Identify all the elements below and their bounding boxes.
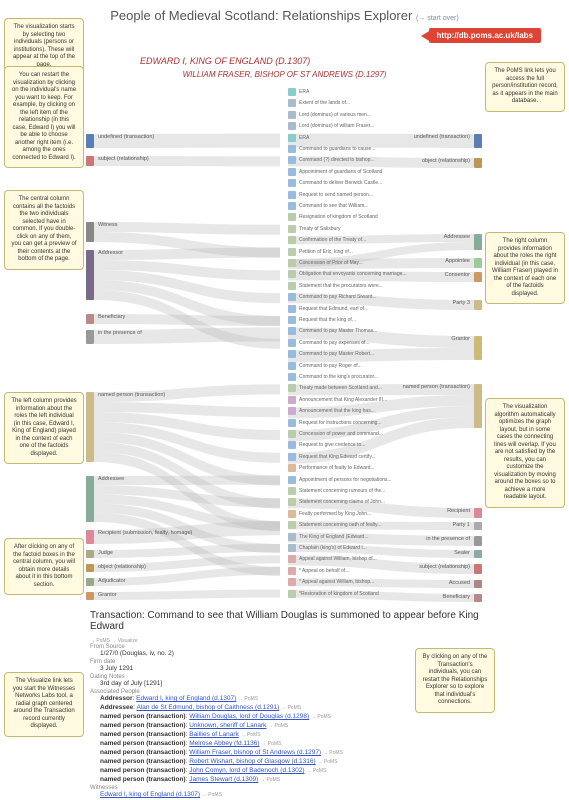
left-role[interactable]: Judge — [86, 550, 94, 558]
person-row[interactable]: named person (transaction): Robert Wisha… — [100, 758, 480, 765]
role-label: Grantor — [98, 592, 117, 598]
role-label: Accused — [449, 580, 470, 586]
right-role[interactable]: Appointee — [474, 258, 482, 268]
role-label: Beneficiary — [443, 594, 470, 600]
left-role[interactable]: in the presence of — [86, 330, 94, 344]
role-label: Party 3 — [453, 300, 470, 306]
role-label: Judge — [98, 550, 113, 556]
role-label: in the presence of — [426, 536, 470, 542]
right-role[interactable]: Beneficiary — [474, 594, 482, 602]
left-role[interactable]: Adjudicator — [86, 578, 94, 586]
role-label: subject (relationship) — [98, 156, 149, 162]
left-role[interactable]: Witness — [86, 222, 94, 242]
right-role[interactable]: Grantor — [474, 336, 482, 360]
right-role[interactable]: named person (transaction) — [474, 384, 482, 428]
role-label: Grantor — [451, 336, 470, 342]
role-label: subject (relationship) — [419, 564, 470, 570]
source-value: 1/27/0 (Douglas, iv, no. 2) — [100, 650, 480, 657]
right-role[interactable]: in the presence of — [474, 536, 482, 546]
right-role[interactable]: Party 3 — [474, 300, 482, 310]
role-label: Recipient — [447, 508, 470, 514]
right-role[interactable]: Party 1 — [474, 522, 482, 530]
note-visualize: The Visualize link lets you start the Wi… — [4, 672, 84, 737]
person-row[interactable]: named person (transaction): Unknown, she… — [100, 722, 480, 729]
sankey-diagram[interactable]: undefined (transaction) subject (relation… — [86, 82, 482, 602]
firmdate-value: 3 July 1291 — [100, 665, 480, 672]
right-role[interactable]: Consentor — [474, 272, 482, 282]
role-label: Consentor — [445, 272, 470, 278]
page-title: People of Medieval Scotland: Relationshi… — [0, 0, 569, 23]
note-poms: The PoMS link lets you access the full p… — [485, 62, 565, 112]
left-role[interactable]: named person (transaction) — [86, 392, 94, 462]
right-role[interactable]: Accused — [474, 580, 482, 588]
role-label: object (relationship) — [422, 158, 470, 164]
role-label: object (relationship) — [98, 564, 146, 570]
left-role[interactable]: Grantor — [86, 592, 94, 600]
start-over-link[interactable]: (→ start over) — [416, 15, 459, 22]
left-role[interactable]: subject (relationship) — [86, 156, 94, 166]
right-role[interactable]: Recipient — [474, 508, 482, 518]
dating-value: 3rd day of July [1291] — [100, 680, 480, 687]
right-role[interactable]: subject (relationship) — [474, 564, 482, 574]
role-label: undefined (transaction) — [98, 134, 154, 140]
right-role[interactable]: undefined (transaction) — [474, 134, 482, 148]
note-details: After clicking on any of the factoid box… — [4, 538, 84, 595]
role-label: Appointee — [445, 258, 470, 264]
people-list: Addressor: Edward I, king of England (d.… — [90, 695, 480, 783]
note-restart: You can restart the visualization by cli… — [4, 66, 84, 168]
left-role[interactable]: Beneficiary — [86, 314, 94, 324]
note-rightcol: The right column provides information ab… — [485, 232, 565, 304]
person-row[interactable]: named person (transaction): William Doug… — [100, 713, 480, 720]
role-label: Adjudicator — [98, 578, 126, 584]
role-label: named person (transaction) — [403, 384, 470, 390]
role-label: Witness — [98, 222, 118, 228]
note-central: The central column contains all the fact… — [4, 190, 84, 270]
left-role[interactable]: object (relationship) — [86, 564, 94, 572]
role-label: in the presence of — [98, 330, 142, 336]
transaction-heading: Transaction: Command to see that William… — [90, 610, 480, 632]
role-label: Recipient (submission, fealty, homage) — [98, 530, 192, 536]
left-role[interactable]: undefined (transaction) — [86, 134, 94, 148]
url-badge[interactable]: http://db.poms.ac.uk/labs — [429, 28, 541, 43]
role-label: named person (transaction) — [98, 392, 165, 398]
individual-b[interactable]: WILLIAM FRASER, BISHOP OF ST ANDREWS (D.… — [0, 70, 569, 79]
note-leftcol: The left column provides information abo… — [4, 392, 84, 464]
person-row[interactable]: named person (transaction): James Stewar… — [100, 776, 480, 783]
transaction-detail: Transaction: Command to see that William… — [90, 610, 480, 800]
right-role[interactable]: object (relationship) — [474, 158, 482, 168]
left-role[interactable]: Addressor — [86, 250, 94, 300]
role-label: Addressee — [444, 234, 470, 240]
witness[interactable]: Edward I, king of England (d.1307) → PoM… — [100, 791, 480, 798]
role-label: Beneficiary — [98, 314, 125, 320]
note-algo: The visualization algorithm automaticall… — [485, 398, 565, 508]
person-row[interactable]: named person (transaction): Baillies of … — [100, 731, 480, 738]
role-label: Party 1 — [453, 522, 470, 528]
person-row[interactable]: named person (transaction): Melrose Abbe… — [100, 740, 480, 747]
person-row[interactable]: Addressor: Edward I, king of England (d.… — [100, 695, 480, 702]
left-role[interactable]: Addressee — [86, 476, 94, 522]
role-label: Addressee — [98, 476, 124, 482]
right-role[interactable]: Addressee — [474, 234, 482, 250]
person-row[interactable]: named person (transaction): William Fras… — [100, 749, 480, 756]
role-label: Addressor — [98, 250, 123, 256]
role-label: Sealer — [454, 550, 470, 556]
right-role[interactable]: Sealer — [474, 550, 482, 558]
person-row[interactable]: Addressee: Alan de St Edmund, bishop of … — [100, 704, 480, 711]
person-row[interactable]: named person (transaction): John Comyn, … — [100, 767, 480, 774]
left-role[interactable]: Recipient (submission, fealty, homage) — [86, 530, 94, 544]
role-label: undefined (transaction) — [414, 134, 470, 140]
individual-a[interactable]: EDWARD I, KING OF ENGLAND (D.1307) — [140, 56, 310, 66]
